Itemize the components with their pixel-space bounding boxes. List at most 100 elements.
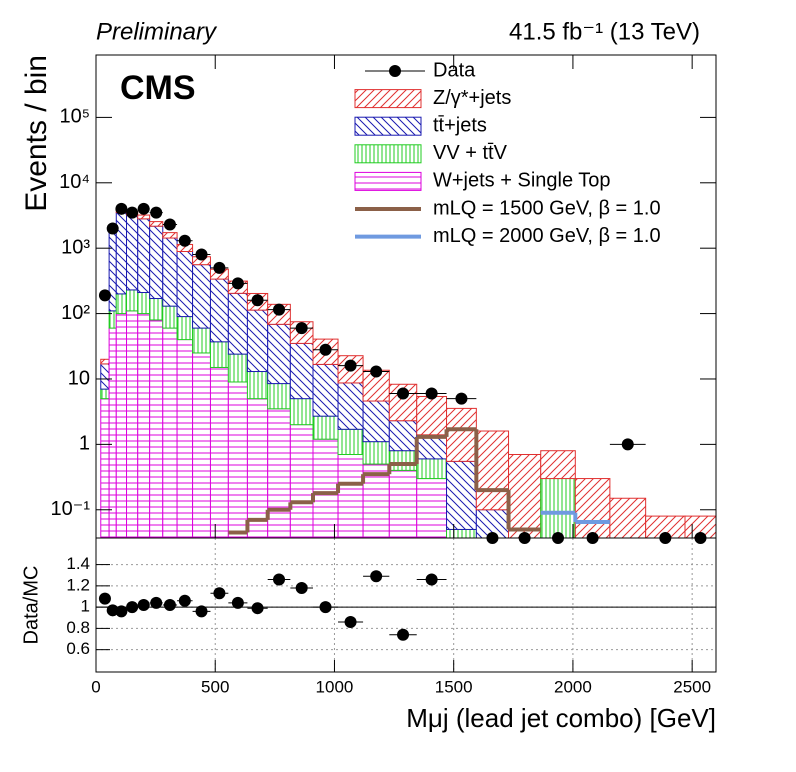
stack-bar	[149, 319, 164, 538]
stack-bar	[115, 313, 128, 538]
stack-bar	[192, 352, 211, 538]
stack-bar	[362, 441, 390, 465]
data-point	[115, 202, 128, 215]
stack-bar	[137, 292, 151, 315]
stack-bar	[246, 371, 269, 400]
stack-bar	[388, 469, 418, 538]
data-point	[344, 359, 357, 372]
stack-bar	[149, 221, 164, 227]
stack-bar	[137, 218, 151, 294]
stack-bar	[149, 225, 164, 300]
stack-bar	[312, 415, 339, 440]
stack-bar	[209, 278, 229, 343]
data-point	[397, 387, 410, 400]
stack-bar	[227, 381, 248, 538]
stack-bar	[362, 463, 390, 538]
y-tick-label: 10	[68, 367, 90, 389]
stack-bar	[126, 214, 139, 291]
stack-bar	[162, 327, 178, 538]
stack-bar	[246, 398, 269, 538]
data-point	[106, 222, 119, 235]
legend-marker	[389, 65, 401, 77]
legend-label: mLQ = 1500 GeV, β = 1.0	[433, 197, 661, 219]
stack-bar	[100, 358, 110, 365]
stack-bar	[508, 453, 542, 538]
ratio-point	[115, 605, 128, 618]
cms-label: CMS	[120, 69, 196, 107]
data-point	[150, 206, 163, 219]
legend-label: mLQ = 2000 GeV, β = 1.0	[433, 225, 661, 247]
stack-bar	[574, 478, 611, 538]
stack-bar	[162, 237, 178, 307]
stack-bar	[227, 292, 248, 355]
data-point	[273, 303, 286, 316]
y-tick-label: 10⁵	[59, 106, 90, 128]
ratio-point	[273, 573, 286, 586]
y-tick-label: 10³	[61, 236, 90, 258]
stack-bar	[100, 388, 110, 400]
stack-bar	[267, 408, 291, 538]
ratio-point	[251, 602, 264, 615]
ratio-point	[319, 601, 332, 614]
stack-bar	[115, 293, 128, 315]
stack-bar	[388, 450, 418, 471]
y-tick-label: 1	[79, 433, 90, 455]
ratio-point	[397, 628, 410, 641]
stack-bar	[108, 327, 117, 538]
data-point	[621, 438, 634, 451]
stack-bar	[108, 229, 117, 312]
ratio-point	[370, 570, 383, 583]
stack-bar	[126, 310, 139, 538]
stack-bar	[416, 478, 448, 538]
legend-label: VV + tt̄V	[433, 142, 508, 164]
ratio-point	[137, 599, 150, 611]
ratio-point	[231, 596, 244, 609]
stack-bar	[362, 400, 390, 443]
stack-bar	[162, 305, 178, 329]
stack-bar	[540, 450, 576, 480]
legend-swatch	[354, 89, 422, 109]
x-tick-label: 1000	[316, 677, 354, 696]
stack-bar	[115, 212, 128, 295]
ratio-point	[344, 616, 357, 629]
legend-label: Data	[433, 59, 476, 81]
legend-label: Z/γ*+jets	[433, 87, 511, 109]
subtitle: Preliminary	[96, 18, 218, 45]
stack-bar	[267, 323, 291, 385]
stack-bar	[609, 497, 647, 538]
ratio-y-tick-label: 0.6	[66, 639, 90, 658]
stack-bar	[176, 250, 194, 318]
data-point	[455, 392, 468, 405]
stack-bar	[540, 478, 576, 538]
ratio-y-tick-label: 0.8	[66, 618, 90, 637]
stack-bar	[100, 398, 110, 538]
stack-bar	[149, 298, 164, 321]
data-point	[251, 294, 264, 307]
stack-bar	[209, 341, 229, 368]
stack-bar	[312, 363, 339, 417]
y-tick-label: 10⁻¹	[51, 498, 91, 520]
lumi: 41.5 fb⁻¹ (13 TeV)	[509, 18, 700, 45]
data-point	[370, 365, 383, 378]
ratio-point	[195, 605, 208, 618]
stack-bar	[337, 453, 364, 538]
ratio-y-tick-label: 1.2	[66, 575, 90, 594]
y-tick-label: 10²	[61, 302, 90, 324]
stack-bar	[416, 458, 448, 480]
stack-bar	[337, 428, 364, 455]
ratio-point	[126, 601, 139, 614]
legend-swatch	[354, 171, 422, 191]
ratio-point	[425, 573, 438, 586]
legend-swatch	[354, 144, 422, 164]
legend-label: W+jets + Single Top	[433, 170, 611, 192]
ratio-point	[295, 581, 308, 594]
data-point	[163, 218, 176, 231]
ratio-point	[213, 587, 226, 600]
stack-bar	[388, 420, 418, 452]
stack-bar	[192, 264, 211, 329]
stack-bar	[289, 342, 314, 400]
data-point	[295, 322, 308, 335]
data-point	[178, 234, 191, 247]
